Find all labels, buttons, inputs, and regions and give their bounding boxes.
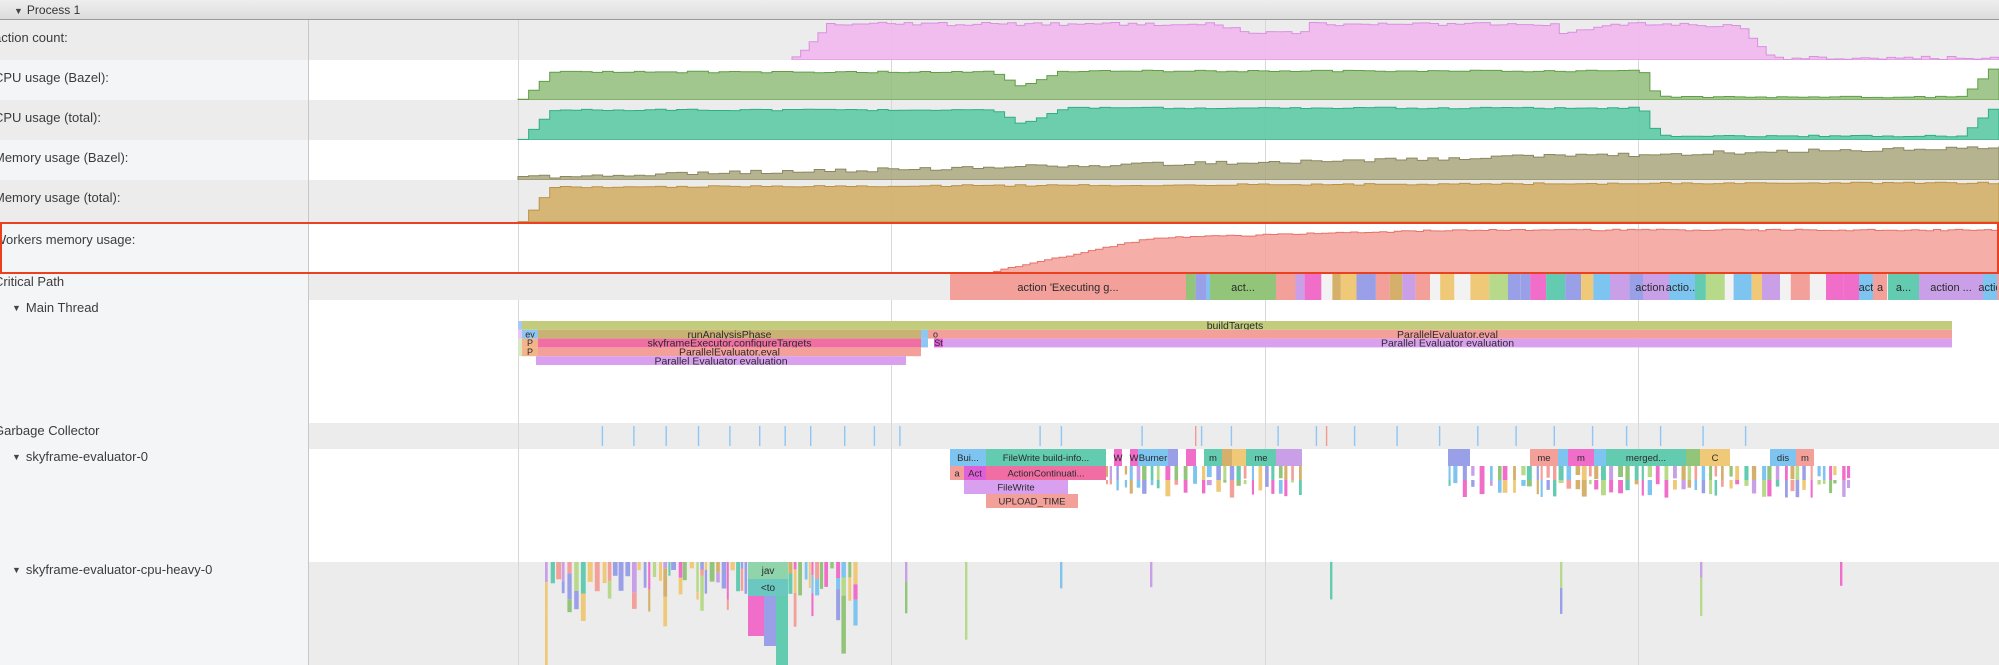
svg-text:St: St (934, 338, 943, 348)
svg-text:action ...: action ... (1930, 282, 1972, 294)
svg-text:FileWrite: FileWrite (997, 482, 1034, 493)
svg-text:me: me (1537, 453, 1550, 464)
svg-text:<to: <to (761, 583, 776, 594)
svg-text:m: m (1577, 453, 1585, 464)
svg-text:a: a (954, 468, 960, 479)
svg-text:actio...: actio... (1666, 282, 1698, 294)
svg-text:ActionContinuati...: ActionContinuati... (1007, 468, 1084, 479)
svg-text:m: m (1209, 453, 1217, 464)
svg-text:dis: dis (1777, 453, 1789, 464)
svg-text:a...: a... (1896, 282, 1911, 294)
svg-text:Act: Act (968, 468, 982, 479)
svg-text:Parallel Evaluator evaluation: Parallel Evaluator evaluation (654, 355, 787, 365)
svg-text:Parallel Evaluator evaluation: Parallel Evaluator evaluation (1381, 338, 1514, 350)
svg-text:jav: jav (761, 566, 775, 577)
svg-text:Bui...: Bui... (957, 453, 979, 464)
svg-text:W: W (1130, 453, 1139, 464)
svg-text:FileWrite build-info...: FileWrite build-info... (1003, 453, 1089, 464)
svg-text:P: P (527, 347, 533, 357)
svg-text:merged...: merged... (1626, 453, 1666, 464)
svg-text:action 'Executing g...: action 'Executing g... (1017, 282, 1118, 294)
svg-text:act: act (1859, 282, 1874, 294)
svg-text:m: m (1801, 453, 1809, 464)
svg-text:UPLOAD_TIME: UPLOAD_TIME (998, 496, 1065, 507)
svg-text:me: me (1254, 453, 1267, 464)
svg-text:actio: actio (1978, 282, 1999, 294)
svg-text:W: W (1114, 453, 1123, 464)
svg-text:a: a (1877, 282, 1884, 294)
svg-text:act...: act... (1231, 282, 1255, 294)
svg-text:Burner: Burner (1139, 453, 1168, 464)
svg-text:C: C (1712, 453, 1719, 464)
